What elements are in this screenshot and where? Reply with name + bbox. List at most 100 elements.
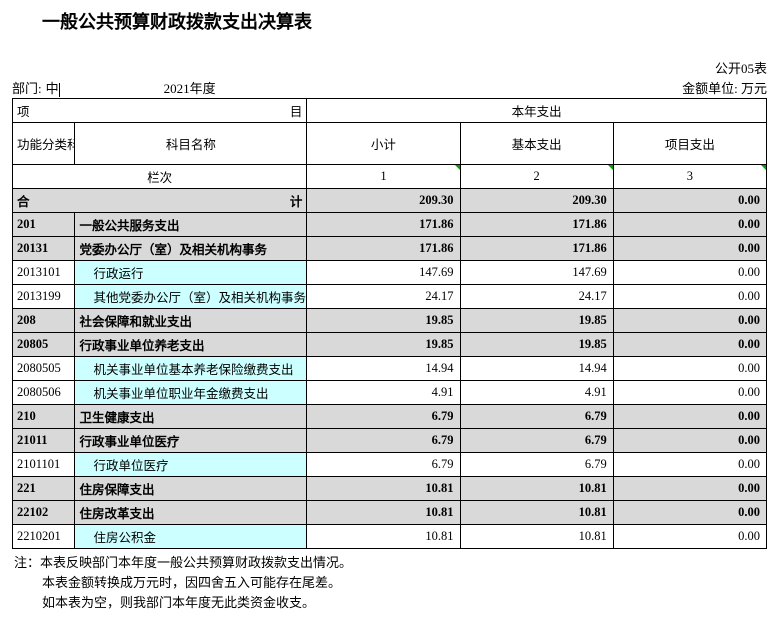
cell-value: 6.79 xyxy=(460,405,613,429)
cell-value: 6.79 xyxy=(307,429,460,453)
cell-value: 0.00 xyxy=(613,525,766,549)
header-row-1: 项目 本年支出 xyxy=(13,99,767,123)
cell-name: 其他党委办公厅（室）及相关机构事务支出 xyxy=(75,285,307,309)
cell-value: 19.85 xyxy=(460,309,613,333)
table-row: 208社会保障和就业支出19.8519.850.00 xyxy=(13,309,767,333)
header-func-code: 功能分类科目编码 xyxy=(13,123,75,165)
form-number: 公开05表 xyxy=(715,58,767,77)
cell-value: 0.00 xyxy=(613,453,766,477)
total-row: 合计 209.30 209.30 0.00 xyxy=(13,189,767,213)
cell-value: 10.81 xyxy=(307,477,460,501)
header-col-1: 1 xyxy=(307,165,460,189)
table-row: 221住房保障支出10.8110.810.00 xyxy=(13,477,767,501)
cell-name: 机关事业单位职业年金缴费支出 xyxy=(75,381,307,405)
cell-name: 住房保障支出 xyxy=(75,477,307,501)
cell-value: 19.85 xyxy=(307,309,460,333)
note-2: 本表金额转换成万元时，因四舍五入可能存在尾差。 xyxy=(42,572,767,591)
total-label: 合计 xyxy=(13,189,307,213)
header-row-2: 功能分类科目编码 科目名称 小计 基本支出 项目支出 xyxy=(13,123,767,165)
cell-code: 22102 xyxy=(13,501,75,525)
cell-value: 171.86 xyxy=(307,213,460,237)
header-row-colnum: 栏次 1 2 3 xyxy=(13,165,767,189)
budget-table: 项目 本年支出 功能分类科目编码 科目名称 小计 基本支出 项目支出 栏次 1 … xyxy=(12,98,767,549)
cell-code: 208 xyxy=(13,309,75,333)
meta-row-1: 公开05表 xyxy=(12,58,767,77)
table-row: 22102住房改革支出10.8110.810.00 xyxy=(13,501,767,525)
cell-value: 24.17 xyxy=(307,285,460,309)
header-basic-expense: 基本支出 xyxy=(460,123,613,165)
cell-value: 0.00 xyxy=(613,237,766,261)
header-col-2: 2 xyxy=(460,165,613,189)
cell-code: 2210201 xyxy=(13,525,75,549)
footnotes: 注：本表反映部门本年度一般公共预算财政拨款支出情况。 本表金额转换成万元时，因四… xyxy=(12,552,767,611)
table-row: 2013101行政运行147.69147.690.00 xyxy=(13,261,767,285)
cell-value: 0.00 xyxy=(613,309,766,333)
cell-value: 147.69 xyxy=(460,261,613,285)
cell-code: 201 xyxy=(13,213,75,237)
cell-name: 住房公积金 xyxy=(75,525,307,549)
cell-code: 221 xyxy=(13,477,75,501)
cell-value: 4.91 xyxy=(460,381,613,405)
cell-value: 14.94 xyxy=(307,357,460,381)
note-3: 如本表为空，则我部门本年度无此类资金收支。 xyxy=(42,592,767,611)
cell-code: 21011 xyxy=(13,429,75,453)
text-cursor xyxy=(59,83,60,97)
note-1: 注：本表反映部门本年度一般公共预算财政拨款支出情况。 xyxy=(14,552,767,571)
table-row: 2101101行政单位医疗6.796.790.00 xyxy=(13,453,767,477)
cell-value: 19.85 xyxy=(307,333,460,357)
cell-name: 住房改革支出 xyxy=(75,501,307,525)
cell-code: 2080505 xyxy=(13,357,75,381)
cell-name: 行政事业单位养老支出 xyxy=(75,333,307,357)
total-subtotal: 209.30 xyxy=(307,189,460,213)
cell-value: 10.81 xyxy=(460,525,613,549)
cell-value: 0.00 xyxy=(613,261,766,285)
header-project: 项目 xyxy=(13,99,307,123)
cell-value: 0.00 xyxy=(613,429,766,453)
cell-code: 20131 xyxy=(13,237,75,261)
cell-code: 2080506 xyxy=(13,381,75,405)
cell-value: 10.81 xyxy=(307,525,460,549)
cell-value: 14.94 xyxy=(460,357,613,381)
cell-code: 2013199 xyxy=(13,285,75,309)
header-subject-name: 科目名称 xyxy=(75,123,307,165)
dept-label: 部门: xyxy=(12,78,42,97)
cell-value: 0.00 xyxy=(613,405,766,429)
cell-value: 0.00 xyxy=(613,381,766,405)
cell-value: 6.79 xyxy=(307,453,460,477)
table-row: 2210201住房公积金10.8110.810.00 xyxy=(13,525,767,549)
cell-value: 171.86 xyxy=(307,237,460,261)
cell-value: 6.79 xyxy=(460,453,613,477)
meta-row-2: 部门: 中 2021年度 金额单位: 万元 xyxy=(12,78,767,97)
year-label: 2021年度 xyxy=(164,78,216,97)
cell-code: 2013101 xyxy=(13,261,75,285)
header-project-expense: 项目支出 xyxy=(613,123,766,165)
cell-code: 210 xyxy=(13,405,75,429)
cell-value: 10.81 xyxy=(307,501,460,525)
table-row: 20805行政事业单位养老支出19.8519.850.00 xyxy=(13,333,767,357)
dept-value: 中 xyxy=(46,78,60,97)
table-row: 2080505机关事业单位基本养老保险缴费支出14.9414.940.00 xyxy=(13,357,767,381)
header-col-3: 3 xyxy=(613,165,766,189)
cell-value: 0.00 xyxy=(613,477,766,501)
cell-value: 171.86 xyxy=(460,213,613,237)
cell-value: 171.86 xyxy=(460,237,613,261)
cell-value: 6.79 xyxy=(460,429,613,453)
cell-name: 党委办公厅（室）及相关机构事务 xyxy=(75,237,307,261)
cell-value: 0.00 xyxy=(613,213,766,237)
cell-name: 社会保障和就业支出 xyxy=(75,309,307,333)
total-project: 0.00 xyxy=(613,189,766,213)
cell-value: 6.79 xyxy=(307,405,460,429)
table-row: 201一般公共服务支出171.86171.860.00 xyxy=(13,213,767,237)
cell-value: 10.81 xyxy=(460,501,613,525)
header-subtotal: 小计 xyxy=(307,123,460,165)
total-basic: 209.30 xyxy=(460,189,613,213)
table-row: 21011行政事业单位医疗6.796.790.00 xyxy=(13,429,767,453)
cell-name: 行政运行 xyxy=(75,261,307,285)
header-colnum-label: 栏次 xyxy=(13,165,307,189)
cell-value: 0.00 xyxy=(613,285,766,309)
cell-name: 机关事业单位基本养老保险缴费支出 xyxy=(75,357,307,381)
report-title: 一般公共预算财政拨款支出决算表 xyxy=(42,8,767,34)
cell-code: 2101101 xyxy=(13,453,75,477)
cell-value: 4.91 xyxy=(307,381,460,405)
table-row: 2013199其他党委办公厅（室）及相关机构事务支出24.1724.170.00 xyxy=(13,285,767,309)
